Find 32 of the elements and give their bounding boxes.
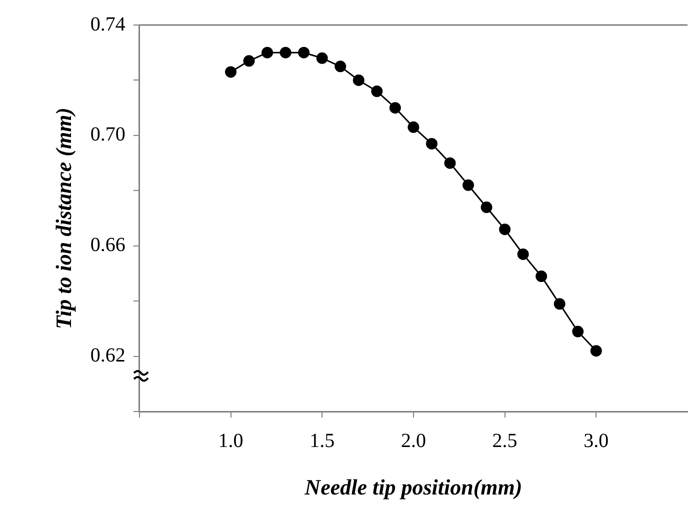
y-axis-title: Tip to ion distance (mm) bbox=[50, 107, 76, 330]
y-tick-label: 0.70 bbox=[90, 124, 126, 146]
x-axis-title: Needle tip position(mm) bbox=[304, 474, 522, 500]
point bbox=[316, 52, 328, 64]
x-tick-label: 2.0 bbox=[400, 430, 426, 452]
point bbox=[225, 66, 236, 78]
point bbox=[243, 55, 255, 67]
point bbox=[590, 345, 602, 357]
point bbox=[426, 138, 438, 150]
x-tick-label: 3.0 bbox=[584, 430, 609, 452]
point bbox=[352, 74, 364, 86]
point bbox=[536, 270, 548, 282]
point bbox=[262, 46, 274, 58]
point bbox=[480, 202, 492, 214]
y-tick-label: 0.74 bbox=[90, 13, 126, 36]
point bbox=[334, 60, 346, 72]
y-tick-label: 0.62 bbox=[90, 344, 126, 367]
point bbox=[371, 86, 383, 98]
x-tick-label: 1.0 bbox=[218, 430, 244, 452]
point bbox=[517, 248, 529, 260]
point bbox=[389, 102, 401, 114]
point bbox=[499, 224, 511, 236]
point bbox=[444, 157, 456, 169]
point bbox=[280, 46, 292, 58]
point bbox=[298, 46, 310, 58]
point bbox=[572, 326, 584, 338]
x-tick-label: 1.5 bbox=[310, 430, 335, 452]
y-tick-label: 0.66 bbox=[90, 234, 126, 256]
point bbox=[408, 121, 420, 133]
point bbox=[462, 179, 474, 191]
point bbox=[554, 298, 566, 310]
x-tick-label: 2.5 bbox=[492, 430, 518, 452]
